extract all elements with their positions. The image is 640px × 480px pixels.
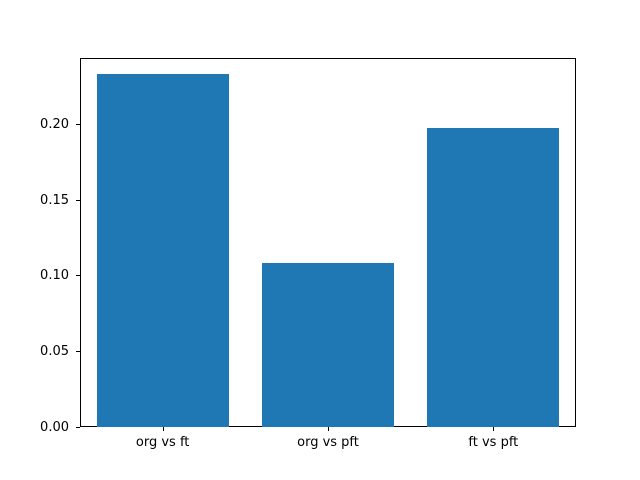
y-tick-mark: [76, 275, 80, 277]
x-tick-mark: [493, 427, 495, 431]
x-tick-mark: [328, 427, 329, 431]
bar-org-vs-pft: [261, 263, 395, 427]
y-tick-label: 0.20: [40, 116, 69, 132]
y-tick-label: 0.00: [40, 420, 69, 435]
x-tick-label: org vs ft: [135, 435, 190, 450]
y-tick-mark: [76, 199, 80, 201]
y-tick-mark: [76, 123, 80, 125]
bar-org-vs-ft: [96, 73, 229, 427]
x-tick-mark: [162, 427, 164, 431]
y-tick-mark: [76, 351, 80, 353]
y-tick-mark: [76, 427, 80, 428]
x-tick-label: org vs pft: [297, 435, 359, 450]
bar-ft-vs-pft: [427, 128, 560, 427]
y-tick-label: 0.05: [40, 344, 69, 360]
y-tick-label: 0.10: [40, 268, 69, 284]
y-tick-label: 0.15: [40, 192, 69, 208]
x-tick-label: ft vs pft: [468, 435, 519, 450]
